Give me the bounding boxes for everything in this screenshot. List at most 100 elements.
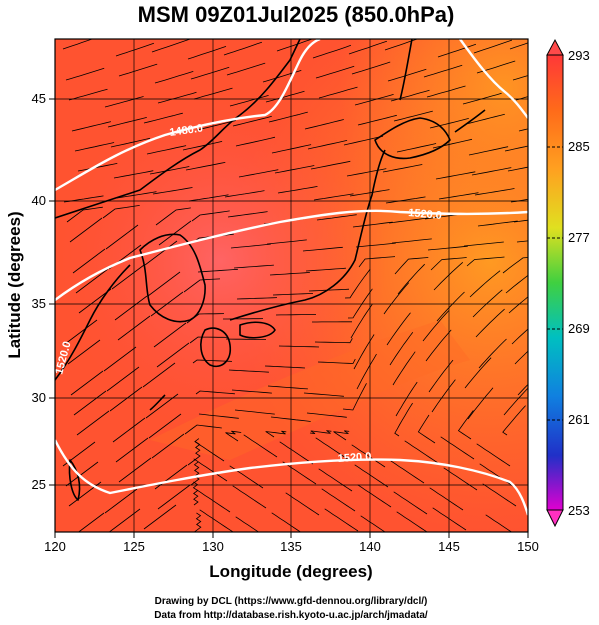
grid-lines: [55, 39, 528, 532]
streamline: [190, 66, 230, 80]
y-tick-label: 25: [32, 477, 46, 492]
streamline: [385, 196, 426, 204]
streamline: [235, 136, 276, 147]
streamline: [502, 257, 528, 274]
streamline: [318, 86, 358, 99]
coast-kyushu: [200, 327, 232, 367]
contour-label-1480: 1480.0: [169, 122, 204, 139]
streamline: [306, 412, 347, 418]
streamline: [457, 410, 474, 440]
streamline: [343, 135, 384, 146]
streamline: [344, 268, 371, 299]
colorbar-tick-label: 253: [568, 503, 590, 518]
y-tick-label: 35: [32, 296, 46, 311]
streamline: [274, 165, 315, 174]
cool-area-center: [55, 39, 528, 532]
streamline: [157, 91, 197, 104]
x-tick-label: 120: [44, 539, 66, 554]
streamline: [477, 220, 518, 227]
streamline: [158, 220, 192, 246]
colorbar-ticks: [547, 146, 563, 421]
streamline: [236, 297, 278, 300]
streamline: [503, 387, 528, 416]
streamline: [425, 329, 452, 362]
streamline: [482, 483, 517, 507]
streamline: [62, 39, 94, 50]
coast-honshu: [229, 149, 386, 321]
streamline: [432, 507, 467, 531]
streamline: [266, 239, 307, 245]
streamline: [427, 245, 468, 251]
streamline: [394, 257, 429, 275]
colorbar-tick-labels: 293 285 277 269 261 253: [568, 48, 590, 518]
streamline: [436, 291, 465, 322]
streamline: [155, 207, 191, 226]
streamline: [194, 438, 225, 462]
streamline: [226, 62, 266, 76]
streamline: [465, 113, 505, 125]
streamline: [386, 312, 411, 346]
streamline: [479, 463, 514, 487]
streamline: [312, 44, 352, 59]
streamline: [358, 256, 396, 268]
streamline: [196, 120, 236, 131]
streamline: [404, 440, 439, 464]
y-axis-ticks: [49, 98, 55, 486]
streamline: [223, 41, 263, 56]
streamline: [464, 357, 492, 389]
streamline: [429, 487, 464, 511]
streamline: [151, 433, 185, 459]
streamline: [354, 464, 389, 488]
coast-china-east: [55, 264, 131, 381]
y-tick-label: 40: [32, 193, 46, 208]
streamline: [397, 263, 425, 295]
warm-band-south: [150, 320, 470, 460]
streamline: [282, 461, 317, 485]
colorbar-fill: [546, 54, 564, 511]
colorbar-tick-label: 277: [568, 230, 590, 245]
streamline: [515, 96, 528, 101]
streamline: [67, 339, 101, 365]
streamline: [232, 485, 267, 509]
streamline: [104, 488, 138, 514]
streamline: [109, 386, 143, 412]
streamline: [302, 246, 343, 252]
coast-taiwan: [68, 459, 81, 501]
streamline: [388, 217, 429, 224]
streamline: [199, 509, 234, 532]
colorbar: 293 285 277 269 261 253: [546, 38, 590, 528]
contour-1520-north: [55, 209, 528, 301]
streamline: [73, 390, 107, 416]
streamline: [474, 188, 515, 196]
streamline: [275, 314, 317, 316]
streamline: [231, 389, 272, 394]
streamline: [472, 289, 503, 318]
x-axis-ticks: [54, 532, 529, 538]
streamline: [417, 414, 436, 444]
streamline: [435, 171, 476, 180]
streamline: [153, 322, 187, 348]
x-tick-labels: 120 125 130 135 140 145 150: [44, 539, 539, 554]
streamline: [143, 112, 183, 124]
colorbar-tick-label: 293: [568, 48, 590, 63]
streamline: [112, 417, 146, 443]
streamline: [76, 410, 110, 436]
streamline: [357, 484, 392, 508]
streamline: [440, 436, 475, 460]
streamline: [154, 71, 194, 84]
streamline: [118, 63, 158, 77]
streamline: [192, 359, 233, 364]
streamline: [321, 488, 356, 512]
streamline: [394, 402, 413, 437]
streamline: [471, 167, 512, 176]
coast-hokkaido: [374, 117, 451, 160]
streamline: [318, 468, 353, 492]
streamline: [271, 144, 312, 154]
streamline: [387, 68, 427, 82]
streamline: [432, 138, 473, 149]
streamline: [143, 504, 177, 530]
streamline: [352, 221, 393, 228]
coast-okinawa: [149, 394, 166, 411]
y-tick-label: 30: [32, 390, 46, 405]
streamline: [75, 268, 109, 294]
